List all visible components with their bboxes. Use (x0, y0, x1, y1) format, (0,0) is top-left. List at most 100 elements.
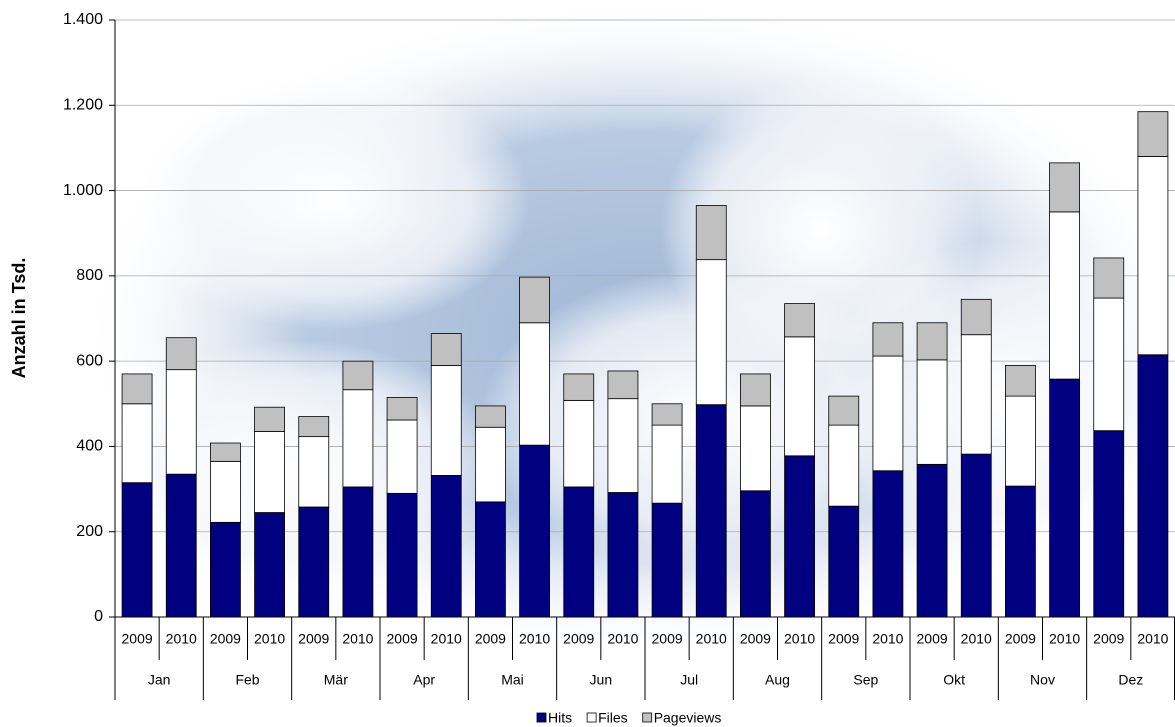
x-tick-label: 2009 (387, 631, 418, 647)
x-tick-label: 2010 (696, 631, 727, 647)
y-tick-label: 1.400 (63, 11, 103, 28)
bar-segment (563, 399, 595, 488)
bar-segment (298, 436, 330, 508)
bar-segment (1049, 378, 1080, 618)
legend-label: Pageviews (654, 710, 722, 726)
x-tick-label: 2010 (342, 631, 373, 647)
y-tick-label: 200 (76, 523, 103, 540)
y-tick-label: 400 (76, 438, 103, 455)
bar-segment (342, 486, 374, 618)
x-tick-label: 2009 (740, 631, 771, 647)
x-tick-label: 2010 (872, 631, 903, 647)
x-group-label: Aug (765, 672, 790, 688)
x-group-label: Dez (1118, 672, 1143, 688)
y-axis-label: Anzahl in Tsd. (9, 258, 29, 379)
bar-segment (342, 360, 374, 391)
x-tick-label: 2010 (166, 631, 197, 647)
bar-segment (386, 419, 418, 494)
bar-segment (210, 460, 241, 523)
bar-segment (519, 444, 550, 618)
x-tick-label: 2009 (1005, 631, 1036, 647)
bar-segment (651, 424, 683, 504)
bar-segment (1137, 156, 1169, 356)
bar-segment (1049, 162, 1080, 213)
bar-segment (430, 475, 462, 618)
legend-label: Hits (548, 710, 572, 726)
bar-segment (386, 396, 418, 421)
bar-segment (607, 370, 639, 400)
bar-segment (210, 442, 241, 462)
bar-segment (563, 486, 595, 618)
x-tick-label: 2009 (298, 631, 329, 647)
bar-segment (342, 389, 374, 488)
bar-segment (784, 455, 815, 618)
bar-segment (740, 373, 771, 407)
bar-segment (1005, 485, 1036, 618)
bar-segment (386, 492, 418, 618)
y-tick-label: 1.200 (63, 97, 103, 114)
bar-segment (430, 333, 462, 366)
bar-segment (254, 406, 285, 432)
x-tick-label: 2009 (917, 631, 948, 647)
bar-segment (254, 431, 285, 513)
x-group-label: Jul (680, 672, 698, 688)
x-tick-label: 2009 (652, 631, 683, 647)
x-group-label: Apr (413, 672, 435, 688)
bar-segment (165, 337, 197, 371)
bar-segment (475, 426, 506, 503)
bar-segment (916, 359, 948, 465)
bar-segment (1137, 354, 1169, 618)
x-group-label: Jun (590, 672, 613, 688)
bar-segment (651, 403, 683, 426)
bar-segment (828, 424, 860, 507)
bar-segment (298, 416, 330, 438)
bar-segment (121, 373, 153, 405)
bar-segment (916, 322, 948, 361)
x-tick-label: 2009 (828, 631, 859, 647)
bar-segment (121, 482, 153, 618)
x-group-label: Nov (1030, 672, 1055, 688)
bar-segment (563, 373, 595, 401)
x-group-label: Mai (501, 672, 524, 688)
x-tick-label: 2010 (1049, 631, 1080, 647)
bar-segment (740, 405, 771, 492)
x-group-label: Jan (148, 672, 171, 688)
bar-segment (740, 490, 771, 618)
x-tick-label: 2009 (122, 631, 153, 647)
bar-segment (1093, 257, 1125, 299)
bar-segment (960, 453, 992, 618)
x-tick-label: 2009 (563, 631, 594, 647)
x-group-label: Feb (235, 672, 259, 688)
bar-segment (165, 369, 197, 475)
bar-segment (651, 502, 683, 618)
legend-swatch (642, 712, 653, 723)
bar-segment (1093, 297, 1125, 432)
bar-segment (298, 506, 330, 618)
x-tick-label: 2010 (1137, 631, 1168, 647)
x-tick-label: 2010 (784, 631, 815, 647)
bar-segment (430, 365, 462, 476)
bar-segment (254, 512, 285, 618)
bar-segment (872, 470, 904, 618)
bar-segment (165, 473, 197, 618)
bar-segment (1093, 430, 1125, 618)
bar-segment (519, 322, 550, 446)
y-tick-label: 0 (94, 608, 103, 625)
bar-segment (1005, 395, 1036, 487)
x-group-label: Mär (324, 672, 348, 688)
y-tick-label: 1.000 (63, 182, 103, 199)
x-group-label: Sep (853, 672, 878, 688)
bar-segment (960, 334, 992, 455)
legend-swatch (586, 712, 597, 723)
bar-segment (475, 501, 506, 618)
bar-segment (1137, 111, 1169, 157)
bar-segment (1049, 211, 1080, 380)
legend-swatch (536, 712, 547, 723)
x-tick-label: 2010 (961, 631, 992, 647)
y-tick-label: 800 (76, 267, 103, 284)
bar-segment (695, 259, 727, 406)
y-tick-label: 600 (76, 352, 103, 369)
x-tick-label: 2009 (210, 631, 241, 647)
legend-label: Files (598, 710, 628, 726)
